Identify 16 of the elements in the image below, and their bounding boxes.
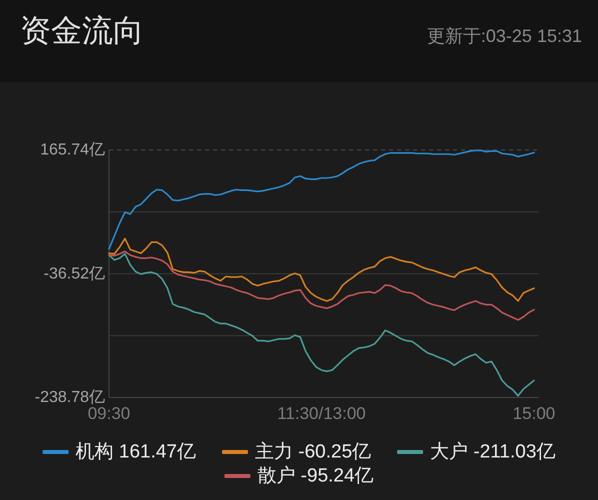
x-tick-label: 11:30/13:00 (277, 404, 366, 423)
y-tick-label: -36.52亿 (44, 265, 105, 282)
legend-label: 大户 -211.03亿 (430, 440, 556, 462)
legend-label: 散户 -95.24亿 (257, 464, 374, 486)
line-series (108, 150, 535, 250)
x-tick-label: 15:00 (512, 404, 556, 423)
text: 更新于:03-25 15:31 (426, 26, 582, 46)
line-series (108, 253, 535, 397)
chart-title: 资金流向 (20, 13, 144, 48)
y-tick-label: 165.74亿 (40, 142, 105, 158)
legend-label: 主力 -60.25亿 (255, 440, 372, 462)
line-series (108, 238, 535, 302)
legend-label: 机构 161.47亿 (76, 442, 196, 462)
x-tick-label: 09:30 (88, 404, 130, 423)
line-series (108, 250, 535, 321)
y-tick-label: -238.78亿 (34, 389, 105, 406)
